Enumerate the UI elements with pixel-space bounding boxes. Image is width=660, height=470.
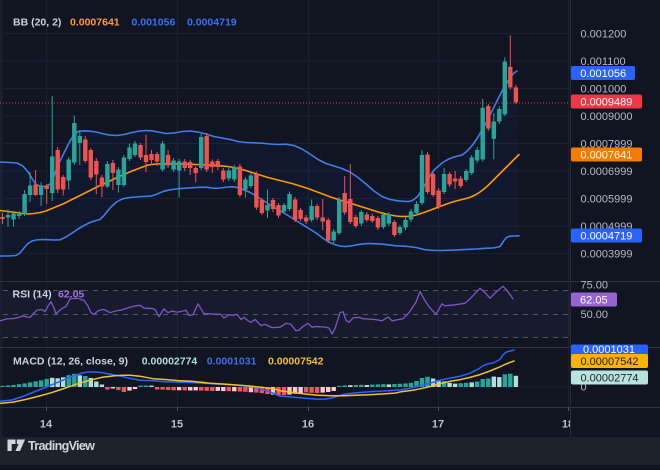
svg-text:0.0004719: 0.0004719 bbox=[580, 231, 632, 243]
svg-text:62.05: 62.05 bbox=[58, 289, 84, 301]
svg-text:MACD (12, 26, close, 9): MACD (12, 26, close, 9) bbox=[13, 356, 128, 368]
svg-text:0.0003999: 0.0003999 bbox=[581, 249, 633, 261]
svg-text:18: 18 bbox=[562, 419, 574, 431]
svg-text:75.00: 75.00 bbox=[581, 280, 609, 292]
svg-text:0.00007542: 0.00007542 bbox=[580, 356, 638, 368]
svg-text:0.0007641: 0.0007641 bbox=[580, 150, 632, 162]
svg-text:0.001200: 0.001200 bbox=[581, 29, 627, 41]
svg-text:0.00002774: 0.00002774 bbox=[580, 373, 638, 385]
svg-text:62.05: 62.05 bbox=[580, 295, 608, 307]
svg-text:0.0001031: 0.0001031 bbox=[583, 344, 635, 356]
svg-text:0.001000: 0.001000 bbox=[581, 84, 627, 96]
svg-text:0.00002774: 0.00002774 bbox=[142, 356, 198, 368]
svg-text:14: 14 bbox=[40, 419, 53, 431]
svg-text:50.00: 50.00 bbox=[581, 309, 609, 321]
svg-text:16: 16 bbox=[302, 419, 314, 431]
svg-text:0.0009489: 0.0009489 bbox=[580, 97, 632, 109]
svg-text:0.001056: 0.001056 bbox=[132, 17, 176, 29]
svg-text:0.0004719: 0.0004719 bbox=[187, 17, 237, 29]
svg-text:0.0001031: 0.0001031 bbox=[207, 356, 257, 368]
svg-text:0.001056: 0.001056 bbox=[580, 68, 626, 80]
svg-text:0.0007641: 0.0007641 bbox=[70, 17, 120, 29]
svg-text:0.0009000: 0.0009000 bbox=[581, 111, 633, 123]
svg-text:0.001100: 0.001100 bbox=[581, 56, 626, 68]
svg-text:TradingView: TradingView bbox=[28, 439, 95, 453]
svg-text:17: 17 bbox=[432, 419, 444, 431]
svg-text:RSI (14): RSI (14) bbox=[13, 289, 52, 301]
svg-text:0.0005999: 0.0005999 bbox=[581, 194, 633, 206]
svg-text:BB (20, 2): BB (20, 2) bbox=[13, 17, 61, 29]
svg-text:0.0006999: 0.0006999 bbox=[581, 166, 633, 178]
svg-text:15: 15 bbox=[171, 419, 183, 431]
svg-text:0: 0 bbox=[581, 382, 587, 394]
svg-text:0.00007542: 0.00007542 bbox=[268, 356, 324, 368]
